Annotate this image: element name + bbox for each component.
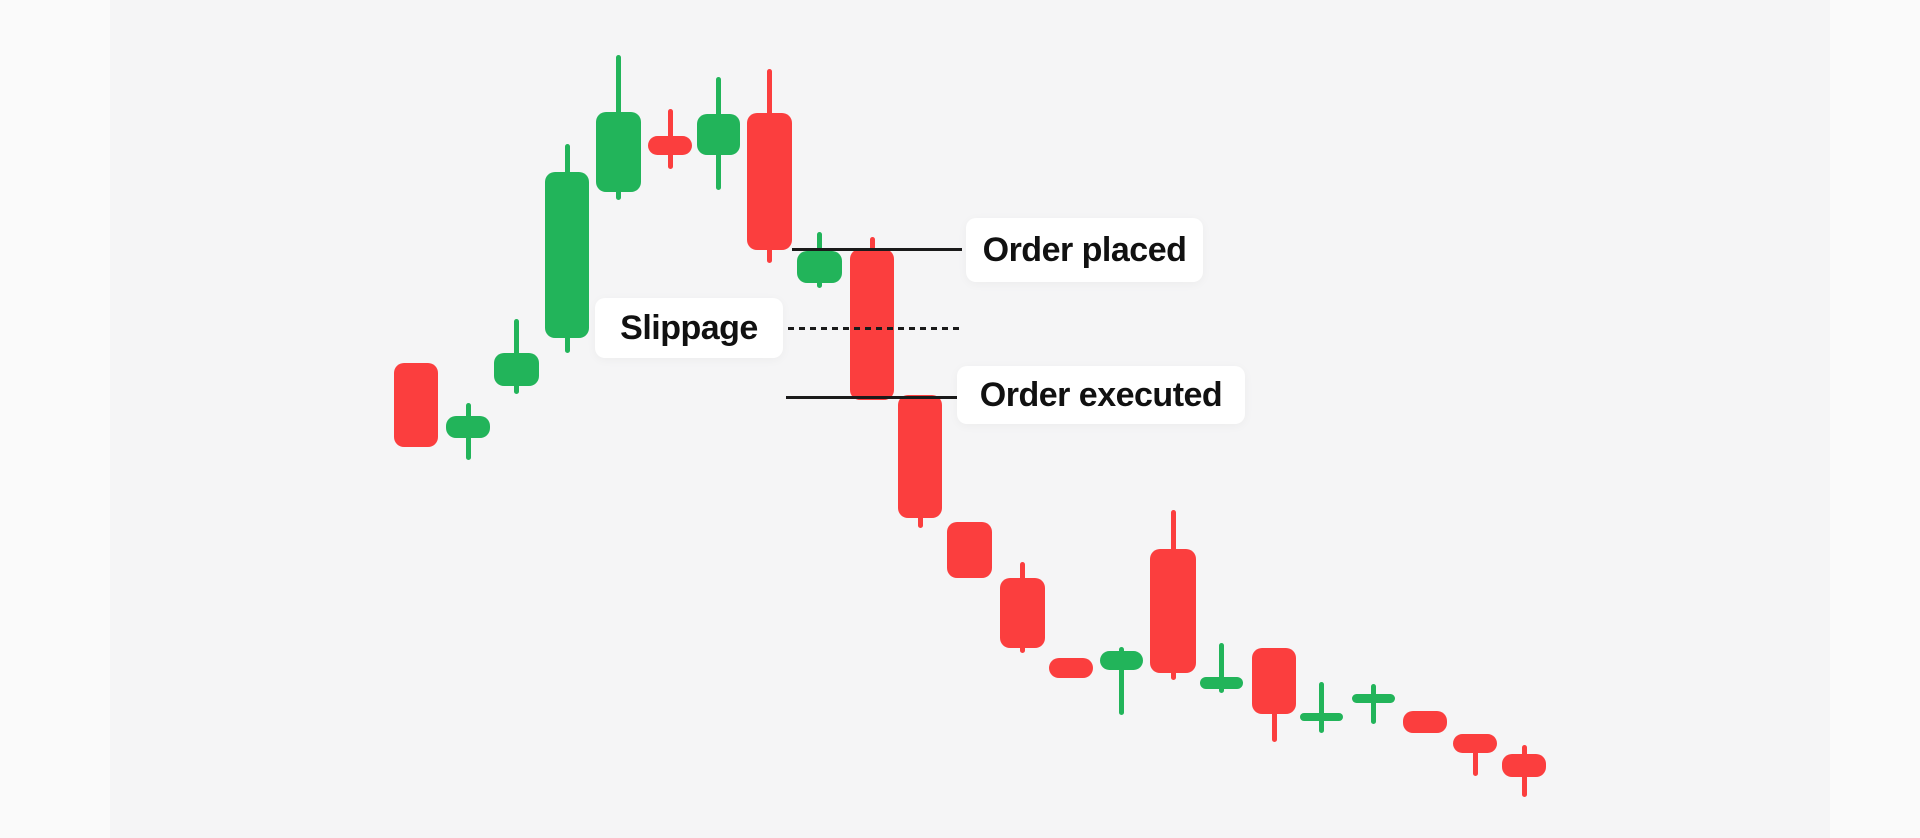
candle-body-up <box>1300 713 1343 721</box>
candle-body-up <box>1352 694 1395 703</box>
candle-wick-down <box>1472 734 1478 776</box>
candle-body-down <box>1150 549 1196 673</box>
chart-panel: Order placed Slippage Order executed <box>110 0 1830 838</box>
slippage-line <box>777 327 960 330</box>
candle-body-up <box>446 416 490 438</box>
candle-wick-up <box>1319 682 1324 733</box>
candle-wick-up <box>1371 684 1376 724</box>
candle-body-down <box>1049 658 1093 678</box>
candle-wick-up <box>1119 647 1124 715</box>
candle-body-up <box>1200 677 1243 689</box>
candle-wick-up <box>1219 643 1224 693</box>
order-executed-line <box>786 396 957 399</box>
order-placed-label: Order placed <box>966 218 1203 282</box>
candle-body-down <box>1502 754 1546 777</box>
candle-body-down <box>898 395 942 518</box>
candle-body-down <box>1453 734 1497 753</box>
candle-body-up <box>697 114 740 155</box>
candle-body-up <box>545 172 589 338</box>
candle-body-up <box>797 251 842 283</box>
candle-body-down <box>1000 578 1045 648</box>
order-placed-line <box>792 248 962 251</box>
candle-body-down <box>394 363 438 447</box>
candle-body-up <box>596 112 641 192</box>
candle-body-down <box>1403 711 1447 733</box>
candle-body-down <box>747 113 792 250</box>
candle-body-down <box>850 249 894 400</box>
slippage-label: Slippage <box>595 298 783 358</box>
candle-body-down <box>648 136 692 155</box>
candle-body-down <box>1252 648 1296 714</box>
candle-body-up <box>494 353 539 386</box>
candle-body-up <box>1100 651 1143 670</box>
candle-body-down <box>947 522 992 578</box>
order-executed-label: Order executed <box>957 366 1245 424</box>
